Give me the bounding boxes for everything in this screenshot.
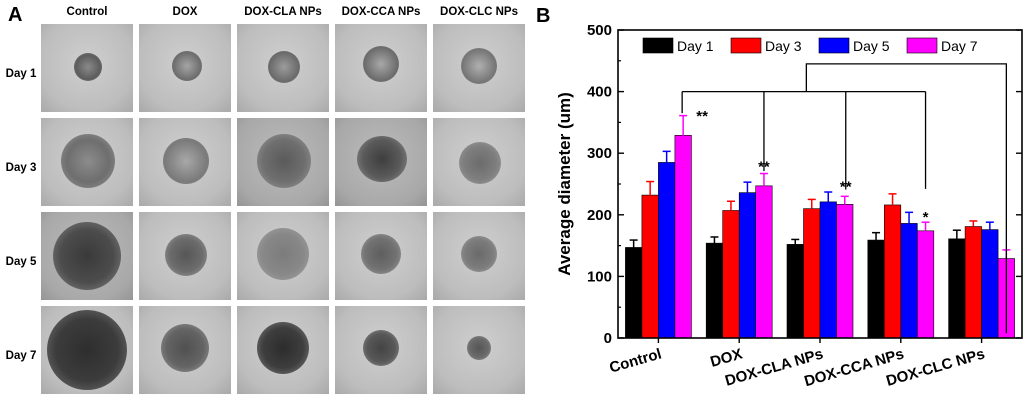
x-tick-label: DOX bbox=[708, 346, 744, 371]
legend-label: Day 7 bbox=[941, 38, 978, 54]
legend-swatch bbox=[642, 37, 674, 54]
bar bbox=[964, 226, 982, 339]
bar bbox=[786, 244, 804, 339]
column-header-dox-cla: DOX-CLA NPs bbox=[244, 6, 322, 18]
micrograph-dox-day-5 bbox=[139, 212, 231, 300]
bar bbox=[836, 204, 854, 339]
micrograph-dox-day-7 bbox=[139, 306, 231, 394]
scale-bar bbox=[489, 394, 517, 400]
y-tick-label: 400 bbox=[587, 84, 612, 101]
bar bbox=[948, 238, 966, 339]
legend-swatch bbox=[818, 37, 850, 54]
micrograph-dox-cla-day-5 bbox=[237, 212, 329, 300]
panel-a-letter: A bbox=[8, 4, 23, 26]
legend-swatch bbox=[906, 37, 938, 54]
row-header-day-5: Day 5 bbox=[5, 256, 37, 268]
bar bbox=[658, 162, 676, 339]
bar-chart: B 0 100 200 300 400 500 Average diameter (um) C… bbox=[536, 5, 1023, 390]
bar bbox=[738, 192, 756, 339]
micrograph-dox-cla-day-3 bbox=[237, 118, 329, 206]
legend-label: Day 5 bbox=[853, 38, 890, 54]
micrograph-dox-clc-day-3 bbox=[433, 118, 525, 206]
micrograph-dox-day-3 bbox=[139, 118, 231, 206]
y-tick-label: 200 bbox=[587, 207, 612, 224]
micrograph-dox-clc-day-5 bbox=[433, 212, 525, 300]
legend-label: Day 1 bbox=[677, 38, 714, 54]
micrograph-control-day-3 bbox=[41, 118, 133, 206]
micrograph-dox-cca-day-1 bbox=[335, 24, 427, 112]
micrograph-dox-cla-day-7 bbox=[237, 306, 329, 394]
significance-asterisk: ** bbox=[758, 159, 770, 176]
micrograph-dox-clc-day-1 bbox=[433, 24, 525, 112]
bar bbox=[755, 185, 773, 339]
significance-asterisk: * bbox=[923, 209, 929, 226]
micrograph-control-day-5 bbox=[41, 212, 133, 300]
y-tick-label: 300 bbox=[587, 145, 612, 162]
panel-b-letter: B bbox=[536, 5, 550, 27]
micrograph-dox-clc-day-7 bbox=[433, 306, 525, 394]
column-header-dox-cca: DOX-CCA NPs bbox=[341, 6, 421, 18]
column-header-control: Control bbox=[66, 6, 108, 18]
y-axis-label: Average diameter (um) bbox=[555, 92, 574, 276]
bar bbox=[705, 242, 723, 339]
micrograph-control-day-7 bbox=[41, 306, 133, 394]
bar bbox=[867, 239, 885, 339]
micrograph-panel: A Control DOX DOX-CLA NPs DOX-CCA NPs DO… bbox=[5, 4, 525, 400]
bar bbox=[674, 135, 692, 339]
micrograph-control-day-1 bbox=[41, 24, 133, 112]
bar bbox=[819, 201, 837, 339]
significance-asterisk: ** bbox=[696, 108, 708, 125]
micrograph-dox-cca-day-5 bbox=[335, 212, 427, 300]
x-tick-label: Control bbox=[608, 346, 664, 377]
significance-bracket-main bbox=[805, 63, 1008, 334]
significance-asterisk: ** bbox=[840, 178, 852, 195]
bar bbox=[883, 204, 902, 339]
y-tick-label: 0 bbox=[604, 330, 612, 347]
column-header-dox-clc: DOX-CLC NPs bbox=[440, 6, 518, 18]
micrograph-dox-cca-day-7 bbox=[335, 306, 427, 394]
legend-swatch bbox=[730, 37, 762, 54]
y-tick-label: 100 bbox=[587, 268, 612, 285]
legend-label: Day 3 bbox=[765, 38, 802, 54]
bar bbox=[722, 210, 740, 339]
bar bbox=[625, 247, 643, 339]
micrograph-dox-day-1 bbox=[139, 24, 231, 112]
row-header-day-1: Day 1 bbox=[5, 68, 37, 80]
row-header-day-3: Day 3 bbox=[5, 162, 37, 174]
micrograph-dox-cca-day-3 bbox=[335, 118, 427, 206]
y-tick-label: 500 bbox=[587, 22, 612, 39]
bar bbox=[981, 229, 999, 339]
bar bbox=[900, 223, 918, 339]
micrograph-dox-cla-day-1 bbox=[237, 24, 329, 112]
bar bbox=[641, 194, 659, 339]
column-header-dox: DOX bbox=[172, 6, 198, 18]
row-header-day-7: Day 7 bbox=[5, 350, 37, 362]
bar bbox=[916, 230, 935, 339]
bar bbox=[803, 208, 821, 339]
